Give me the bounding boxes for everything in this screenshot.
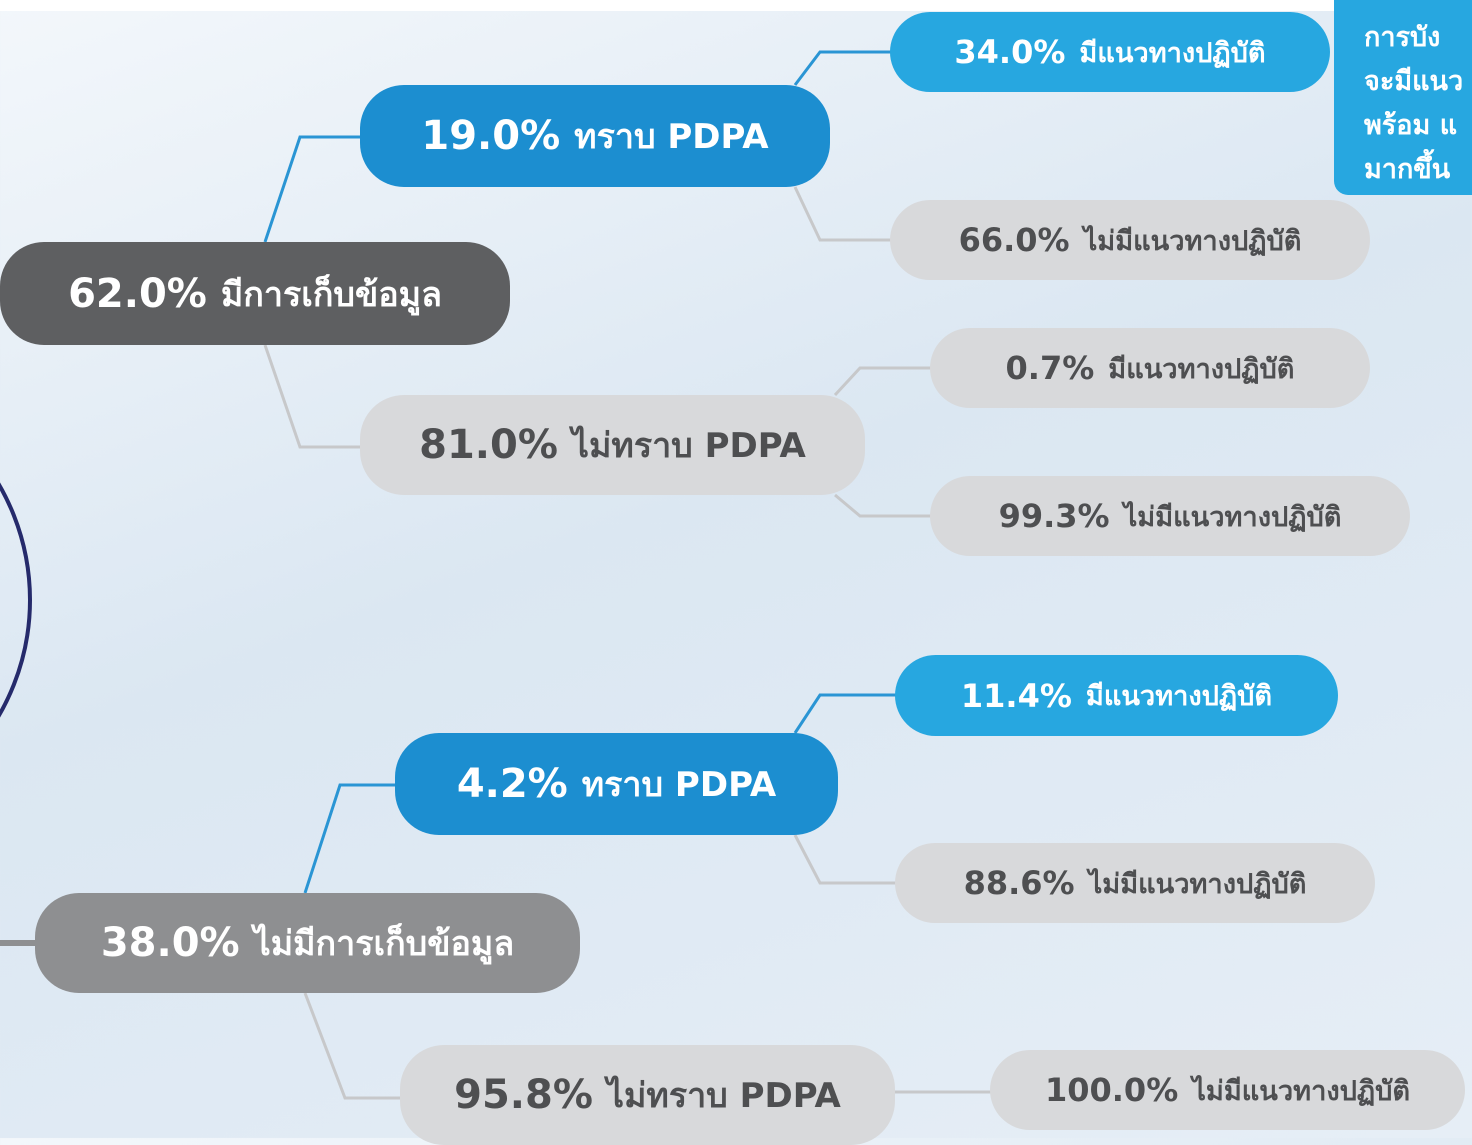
connector [793,693,900,734]
note-line: การบัง [1364,22,1441,53]
connector [263,135,365,243]
tree-node: 62.0% มีการเก็บข้อมูล [0,242,510,345]
tree-node: 81.0% ไม่ทราบ PDPA [360,395,865,495]
connector [833,366,935,397]
node-value: 81.0% [419,422,558,468]
connector [303,992,405,1100]
tree-node: 19.0% ทราบ PDPA [360,85,830,187]
tree-node: 4.2% ทราบ PDPA [395,733,838,835]
node-value: 19.0% [421,113,561,159]
node-value: 38.0% [100,920,240,966]
node-label: มีการเก็บข้อมูล [220,274,442,315]
node-label: ทราบ PDPA [581,765,777,805]
node-label: มีแนวทางปฏิบัติ [1108,353,1295,385]
connector [793,186,895,242]
node-value: 88.6% [963,864,1075,902]
node-value: 34.0% [954,33,1066,71]
tree-node: 99.3% ไม่มีแนวทางปฏิบัติ [930,476,1410,556]
node-value: 4.2% [456,761,568,807]
note-line: จะมีแนว [1364,66,1464,97]
node-label: ไม่มีแนวทางปฏิบัติ [1083,225,1302,257]
circle-arc [0,482,32,718]
node-label: ไม่ทราบ PDPA [571,426,806,466]
node-value: 95.8% [454,1072,593,1118]
tree-node: 34.0% มีแนวทางปฏิบัติ [890,12,1330,92]
tree-node: 38.0% ไม่มีการเก็บข้อมูล [35,893,580,993]
connector [793,50,895,86]
node-label: ไม่มีการเก็บข้อมูล [253,924,515,964]
tree-node: 0.7% มีแนวทางปฏิบัติ [930,328,1370,408]
node-label: ไม่มีแนวทางปฏิบัติ [1088,868,1307,900]
node-label: มีแนวทางปฏิบัติ [1085,681,1273,712]
tree-node: 66.0% ไม่มีแนวทางปฏิบัติ [890,200,1370,280]
node-value: 100.0% [1044,1071,1179,1109]
note-line: พร้อม แ [1364,110,1458,141]
connector [793,834,900,885]
node-value: 62.0% [68,270,207,317]
connector [263,344,365,449]
tree-node: 95.8% ไม่ทราบ PDPA [400,1045,895,1145]
node-value: 99.3% [998,497,1110,535]
tree-node: 88.6% ไม่มีแนวทางปฏิบัติ [895,843,1375,923]
node-label: ไม่มีแนวทางปฏิบัติ [1192,1075,1411,1107]
note-line: มากขึ้น [1364,154,1451,185]
node-label: ทราบ PDPA [574,117,769,157]
node-value: 66.0% [958,221,1070,259]
note-box: การบัง จะมีแนว พร้อม แ มากขึ้น [1334,0,1472,195]
connector [834,493,935,518]
connector [303,783,400,894]
tree-node: 100.0% ไม่มีแนวทางปฏิบัติ [990,1050,1465,1130]
node-value: 11.4% [960,676,1072,715]
node-label: มีแนวทางปฏิบัติ [1079,37,1266,69]
node-label: ไม่มีแนวทางปฏิบัติ [1123,501,1342,533]
top-bar [0,0,1472,11]
tree-node: 11.4% มีแนวทางปฏิบัติ [895,655,1338,736]
node-value: 0.7% [1005,349,1095,387]
node-label: ไม่ทราบ PDPA [606,1076,841,1116]
